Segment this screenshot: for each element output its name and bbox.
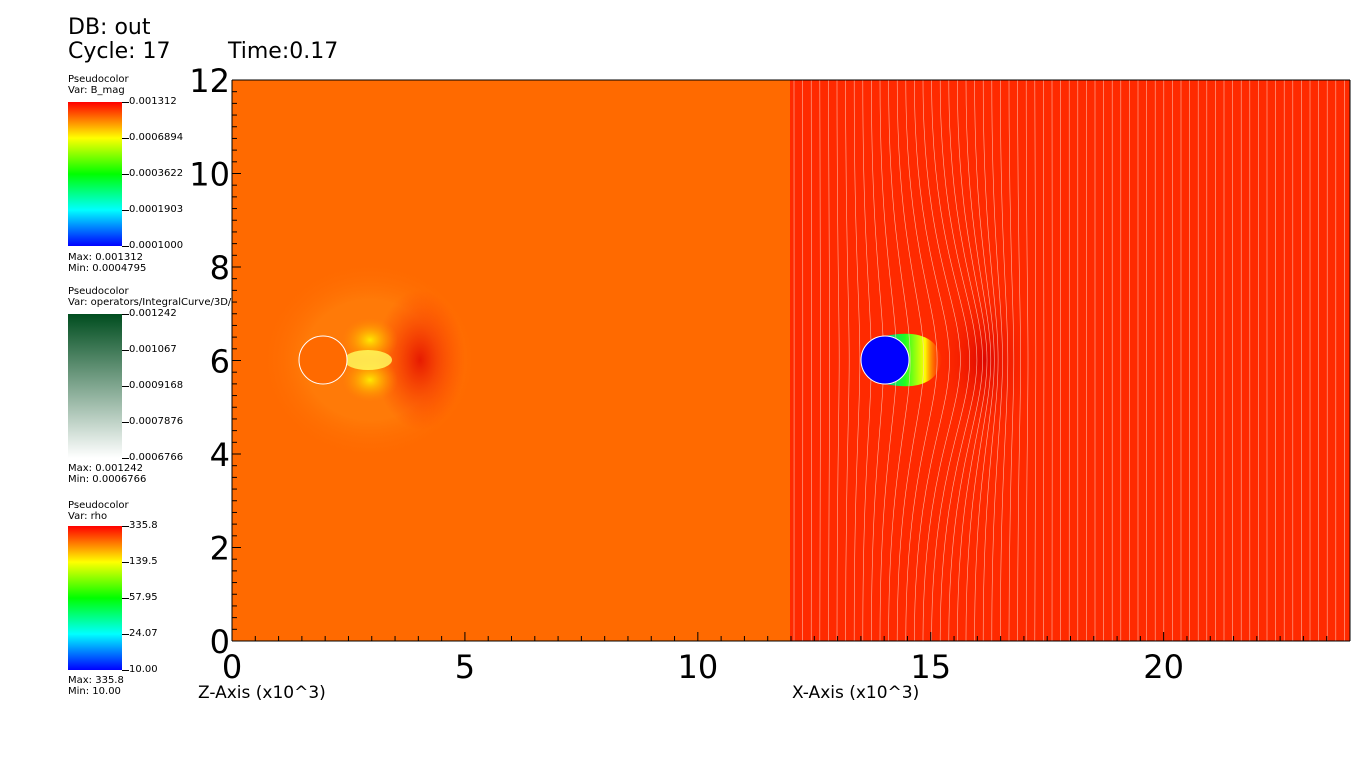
streamline [939,80,978,641]
legend-max: Max: 0.001242 [68,463,143,474]
x-tick-label: 5 [455,648,475,686]
legend-var: Var: B_mag [68,85,125,96]
legend-bmag: Pseudocolor Var: B_mag 0.001312 0.000689… [68,74,308,274]
x-tick-label: 0 [222,648,242,686]
time-label: Time:0.17 [228,39,339,64]
streamline [905,80,938,641]
streamline [957,80,988,641]
streamline [1025,80,1029,641]
legend-colorbar [68,526,122,670]
obstacle-bmag [298,335,348,385]
y-tick-label: 6 [210,343,230,381]
streamline [1008,80,1015,641]
legend-var: Var: operators/IntegralCurve/3D/B [68,297,239,308]
streamline [914,80,950,641]
streamline [888,80,911,641]
streamline [974,80,995,641]
streamline [836,80,840,641]
x-tick-label: 20 [1143,648,1184,686]
streamline [1043,80,1045,641]
streamline [1034,80,1037,641]
legend-title: Pseudocolor [68,286,129,297]
legend-integralcurve: Pseudocolor Var: operators/IntegralCurve… [68,286,308,485]
legend-rho: Pseudocolor Var: rho 335.8 139.5 57.95 2… [68,500,308,697]
legend-title: Pseudocolor [68,74,129,85]
streamline [819,80,821,641]
streamline [853,80,861,641]
streamline [896,80,925,641]
x-tick-label: 10 [677,648,718,686]
obstacle-rho [860,335,910,385]
legend-max: Max: 0.001312 [68,252,143,263]
streamline [948,80,983,641]
streamline [845,80,850,641]
streamline [931,80,970,641]
legend-min: Min: 0.0004795 [68,263,147,274]
axes: 0 5 10 15 20 0 2 4 6 8 10 12 [189,62,1351,686]
legend-var: Var: rho [68,511,108,522]
streamlines [793,80,1345,641]
x-axis-label-right: X-Axis (x10^3) [792,683,920,703]
streamline [965,80,992,641]
legend-colorbar [68,314,122,458]
streamline [1000,80,1009,641]
legend-title: Pseudocolor [68,500,129,511]
y-tick-label: 10 [189,156,230,194]
x-axis-label-left: Z-Axis (x10^3) [198,683,326,703]
legend-min: Min: 0.0006766 [68,474,147,485]
bmag-field [260,260,480,460]
y-tick-label: 4 [210,436,230,474]
streamline [991,80,1003,641]
x-tick-label: 15 [910,648,951,686]
y-tick-label: 12 [189,62,230,100]
streamline [982,80,999,641]
y-tick-label: 2 [210,530,230,568]
y-tick-label: 0 [210,623,230,661]
streamline [1017,80,1021,641]
legend-max: Max: 335.8 [68,675,124,686]
cycle-label: Cycle: 17 [68,39,171,64]
streamline [922,80,961,641]
legend-colorbar [68,102,122,246]
y-tick-label: 8 [210,249,230,287]
legend-min: Min: 10.00 [68,686,121,697]
db-label: DB: out [68,15,151,40]
